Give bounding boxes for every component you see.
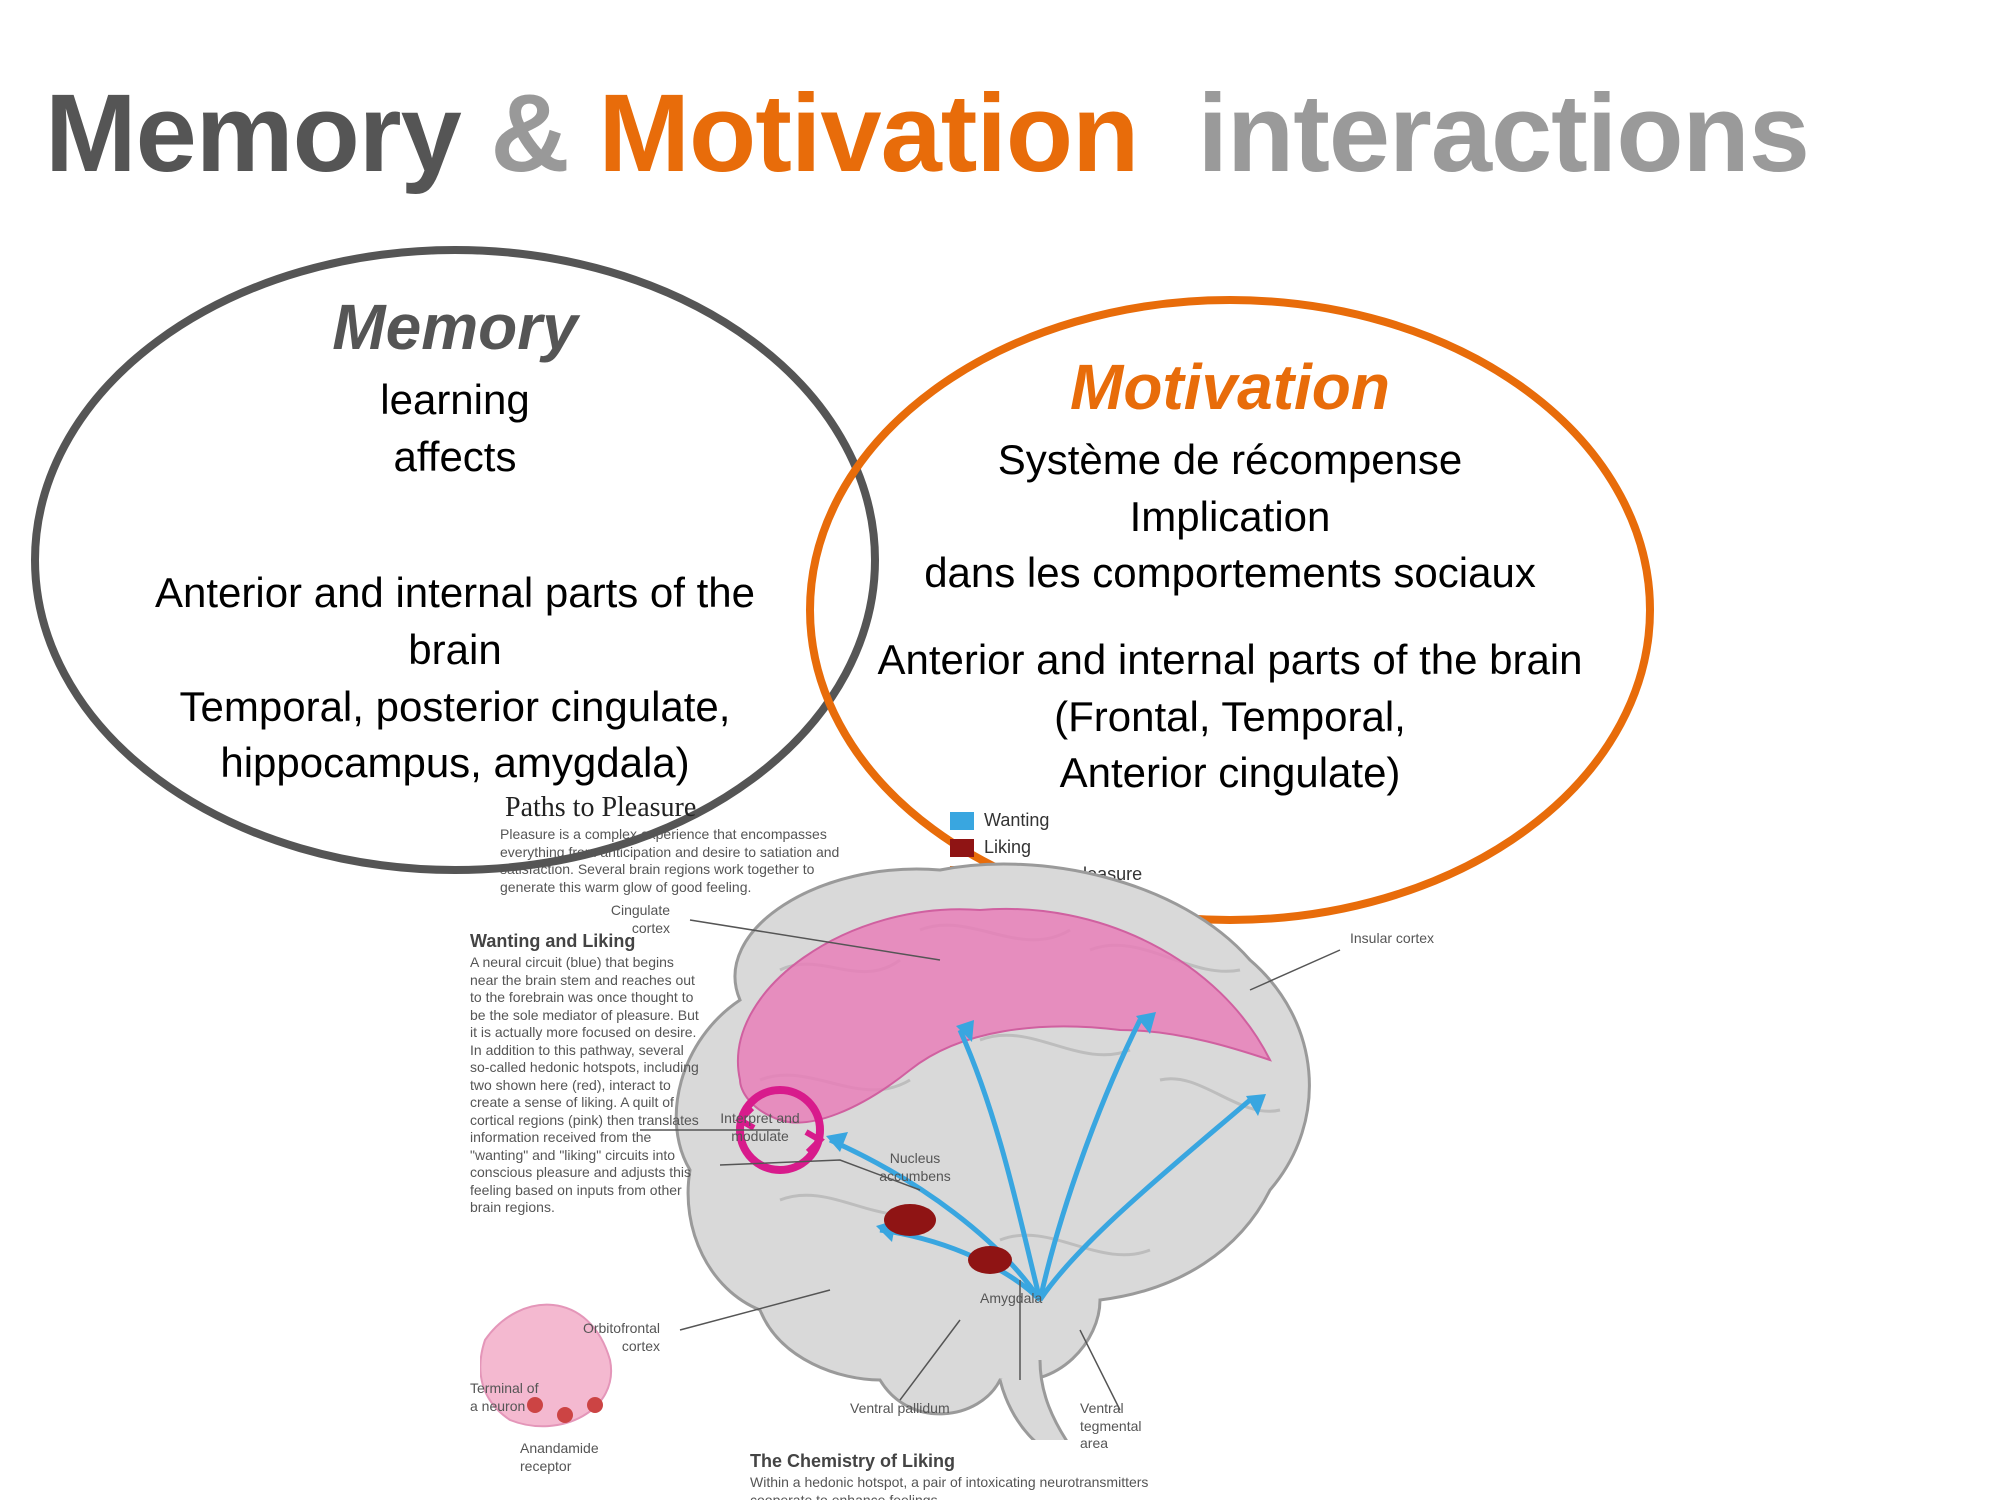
brain-section-text: A neural circuit (blue) that begins near… [470,954,700,1217]
brain-intro: Pleasure is a complex experience that en… [500,826,860,896]
brain-chem-text: Within a hedonic hotspot, a pair of into… [750,1474,1170,1500]
motivation-line: Implication [860,489,1600,546]
motivation-line: Anterior and internal parts of the brain [860,632,1600,689]
memory-line: learning [90,372,820,429]
label-amygdala: Amygdala [980,1290,1042,1308]
motivation-line: Anterior cingulate) [860,745,1600,802]
memory-line: hippocampus, amygdala) [90,735,820,792]
motivation-bubble: Motivation Système de récompense Implica… [860,350,1600,802]
motivation-line: dans les comportements sociaux [860,545,1600,602]
memory-line: Temporal, posterior cingulate, [90,679,820,736]
label-interpret: Interpret and modulate [720,1110,800,1145]
liking-hotspot [968,1246,1012,1274]
spacer [90,485,820,565]
memory-line: affects [90,429,820,486]
memory-line: brain [90,622,820,679]
label-pallidum: Ventral pallidum [850,1400,950,1418]
brain-title: Paths to Pleasure [505,790,696,825]
label-anandamide: Anandamide receptor [520,1440,620,1475]
label-cingulate: Cingulate cortex [600,902,670,937]
spacer [860,602,1600,632]
label-vta: Ventral tegmental area [1080,1400,1160,1453]
motivation-line: Système de récompense [860,432,1600,489]
slide: Memory & Motivation interactions Memory … [0,0,2000,1500]
label-insular: Insular cortex [1350,930,1434,948]
motivation-heading: Motivation [860,350,1600,424]
label-nucleus: Nucleus accumbens [870,1150,960,1185]
memory-bubble: Memory learning affects Anterior and int… [90,290,820,792]
memory-line: Anterior and internal parts of the [90,565,820,622]
liking-hotspot [884,1204,936,1236]
memory-heading: Memory [90,290,820,364]
motivation-line: (Frontal, Temporal, [860,689,1600,746]
label-terminal: Terminal of a neuron [470,1380,550,1415]
brain-chem-title: The Chemistry of Liking [750,1450,955,1473]
label-orbitofrontal: Orbitofrontal cortex [560,1320,660,1355]
